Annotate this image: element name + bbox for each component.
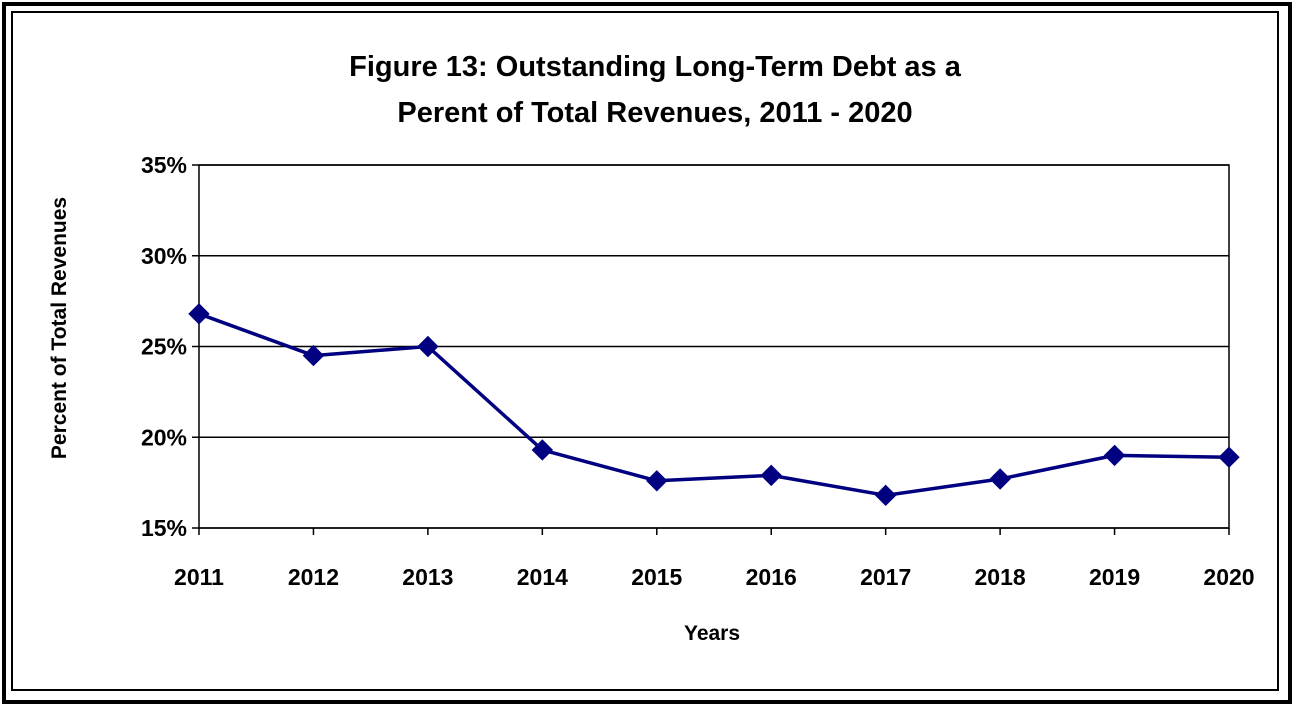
x-tick-label: 2011 (174, 564, 224, 590)
y-tick-label: 30% (141, 243, 187, 269)
data-point-2019 (1103, 444, 1126, 467)
chart-title-line-1: Figure 13: Outstanding Long-Term Debt as… (349, 51, 962, 83)
y-tick-label: 15% (141, 515, 187, 541)
x-tick-label: 2017 (860, 564, 911, 590)
y-tick-label: 20% (141, 424, 187, 450)
chart-title-line-2: Perent of Total Revenues, 2011 - 2020 (397, 97, 912, 129)
data-point-2015 (646, 470, 668, 492)
x-tick-label: 2019 (1089, 564, 1140, 590)
data-point-2016 (760, 464, 782, 487)
x-tick-label: 2012 (288, 564, 339, 590)
x-axis-label: Years (684, 622, 740, 645)
data-point-2020 (1218, 446, 1240, 468)
series-debt-percent (188, 303, 1240, 507)
y-axis-label: Percent of Total Revenues (48, 197, 71, 459)
x-tick-label: 2016 (746, 564, 797, 590)
gridlines (199, 164, 1229, 529)
y-axis-tick-labels: 15% 20% 25% 30% 35% (141, 152, 187, 541)
y-tick-label: 35% (141, 152, 187, 178)
data-point-2013 (417, 335, 439, 358)
chart-inner-border (11, 11, 1279, 691)
plot-area (192, 164, 1230, 535)
data-point-2018 (989, 468, 1011, 490)
x-tick-label: 2015 (631, 564, 682, 590)
x-tick-label: 2018 (975, 564, 1026, 590)
x-tick-label: 2020 (1203, 564, 1254, 590)
series-line (198, 312, 1230, 498)
x-axis-tick-labels: 2011 2012 2013 2014 2015 2016 2017 2018 2019 2020 (174, 564, 1255, 590)
data-point-2011 (188, 303, 210, 325)
y-tick-label: 25% (141, 334, 187, 360)
data-point-2012 (302, 344, 325, 367)
x-tick-label: 2014 (517, 564, 568, 590)
data-point-2017 (874, 484, 897, 507)
x-tick-label: 2013 (402, 564, 453, 590)
data-point-2014 (531, 439, 554, 461)
